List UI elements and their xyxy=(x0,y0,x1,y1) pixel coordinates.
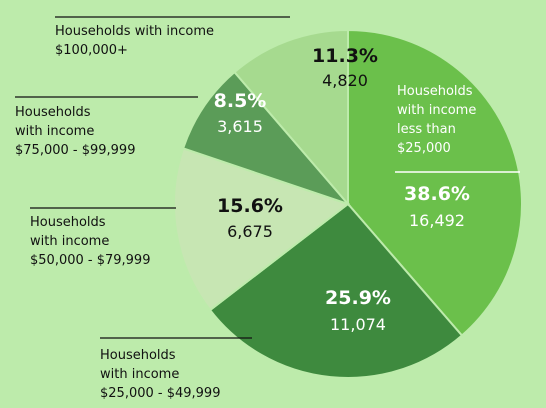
category-label: Households with income $100,000+ xyxy=(55,24,215,58)
count-label: 3,615 xyxy=(217,117,263,136)
pie-slice xyxy=(208,202,464,379)
count-label: 16,492 xyxy=(409,211,465,230)
category-label: Households with income less than $25,000 xyxy=(397,84,477,156)
pie-slice xyxy=(173,147,351,312)
category-label: Households with income $75,000 - $99,999 xyxy=(15,105,136,158)
pie-slice xyxy=(233,28,349,207)
percent-label: 11.3% xyxy=(312,45,378,67)
pie-slice xyxy=(181,70,352,207)
percent-label: 15.6% xyxy=(217,195,283,217)
category-label: Households with income $50,000 - $79,999 xyxy=(30,215,151,268)
percent-label: 8.5% xyxy=(213,90,267,112)
percent-label: 38.6% xyxy=(404,183,470,205)
count-label: 6,675 xyxy=(227,222,273,241)
count-label: 4,820 xyxy=(322,71,368,90)
category-label: Households with income $25,000 - $49,999 xyxy=(100,348,221,401)
percent-label: 25.9% xyxy=(325,287,391,309)
pie-slice xyxy=(347,28,523,337)
count-label: 11,074 xyxy=(330,315,386,334)
